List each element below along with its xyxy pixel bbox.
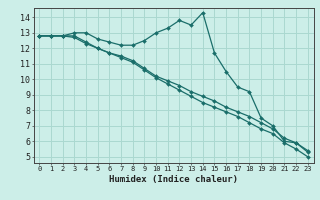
X-axis label: Humidex (Indice chaleur): Humidex (Indice chaleur): [109, 175, 238, 184]
